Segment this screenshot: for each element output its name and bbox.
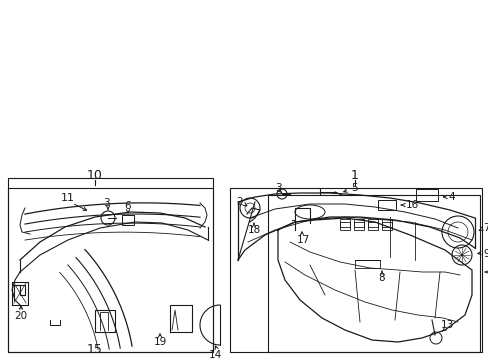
Text: 14: 14 — [208, 350, 221, 360]
Text: 9: 9 — [482, 249, 488, 259]
Text: 10: 10 — [87, 170, 103, 183]
Text: 18: 18 — [247, 225, 260, 235]
Bar — [415, 189, 437, 201]
Bar — [8, 178, 213, 352]
Text: 5: 5 — [351, 183, 358, 193]
Text: 8: 8 — [378, 273, 385, 283]
Text: 4: 4 — [448, 192, 454, 202]
Bar — [381, 222, 391, 230]
Text: 19: 19 — [153, 337, 166, 347]
Bar — [367, 219, 377, 227]
Text: 16: 16 — [405, 200, 418, 210]
Text: 6: 6 — [124, 201, 131, 211]
Text: 13: 13 — [440, 320, 453, 330]
Text: 2: 2 — [236, 197, 243, 207]
Text: 20: 20 — [15, 311, 27, 321]
Bar — [339, 222, 349, 230]
Text: 17: 17 — [296, 235, 309, 245]
Text: 15: 15 — [87, 343, 103, 356]
Bar — [122, 215, 134, 225]
Bar — [381, 219, 391, 227]
Bar — [377, 200, 395, 210]
Bar — [353, 219, 363, 227]
Text: 3: 3 — [274, 183, 281, 193]
Text: 3: 3 — [102, 198, 109, 208]
Bar — [8, 188, 213, 352]
Text: 7: 7 — [482, 223, 488, 233]
Text: 1: 1 — [350, 170, 358, 183]
Bar — [339, 219, 349, 227]
Bar — [353, 222, 363, 230]
Bar — [267, 195, 479, 352]
Bar — [367, 222, 377, 230]
Text: 11: 11 — [61, 193, 75, 203]
Bar — [229, 188, 481, 352]
